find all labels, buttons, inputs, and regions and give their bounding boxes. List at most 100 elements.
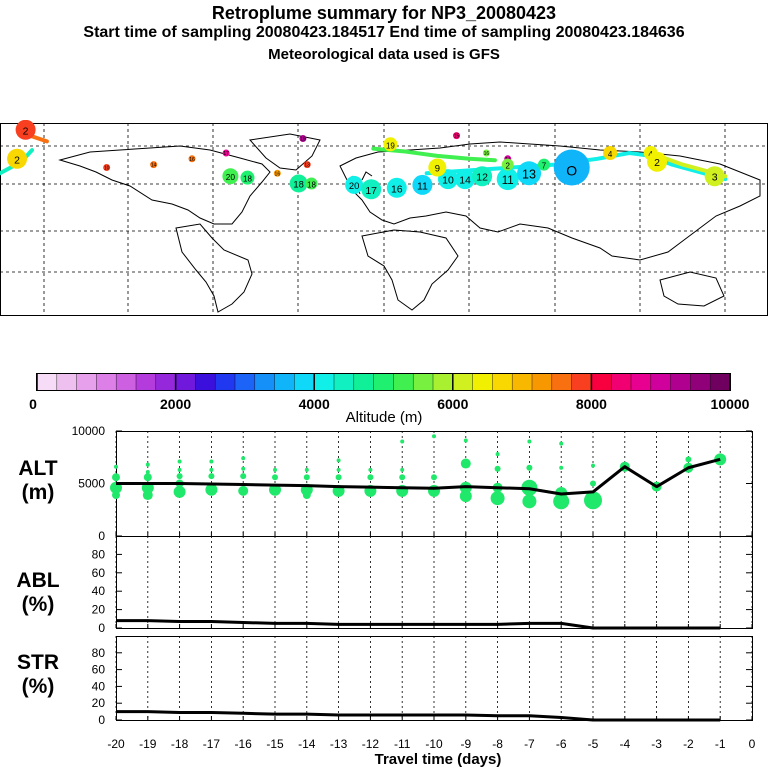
colorbar-cell [274, 374, 295, 390]
colorbar-cell [571, 374, 592, 390]
small-marker-label: 16 [484, 151, 490, 157]
colorbar-cell [690, 374, 711, 390]
colorbar-cell [215, 374, 236, 390]
small-trajectory-marker [273, 169, 281, 177]
x-tick-label: -7 [524, 737, 535, 751]
colorbar-cell [532, 374, 553, 390]
alt-distribution-point [584, 491, 602, 510]
abl-y-tick-label: 0 [98, 621, 105, 635]
alt-distribution-point [238, 485, 249, 496]
colorbar-cell [56, 374, 78, 390]
trajectory-marker-label: 20 [226, 172, 236, 182]
x-axis-label: Travel time (days) [375, 751, 502, 768]
alt-panel-label: ALT [18, 457, 57, 480]
colorbar-cell [254, 374, 276, 390]
trajectory-marker-label: 18 [307, 180, 316, 189]
colorbar-cell [650, 374, 672, 390]
trajectory-marker [603, 146, 618, 160]
alt-distribution-point [368, 467, 373, 472]
alt-panel-unit: (m) [22, 481, 55, 504]
abl-panel-label: ABL [16, 569, 59, 592]
small-trajectory-marker [482, 149, 490, 157]
x-tick-label: -15 [266, 737, 284, 751]
trajectory-marker-label: 7 [542, 162, 547, 171]
trajectory-marker-label: 12 [476, 172, 488, 184]
alt-distribution-point [145, 462, 150, 467]
colorbar-cell [136, 374, 157, 390]
alt-distribution-point [177, 459, 182, 464]
str-panel-unit: (%) [22, 675, 55, 698]
trajectory-marker [305, 177, 318, 190]
small-trajectory-marker [188, 155, 196, 163]
x-tick-label: -12 [362, 737, 380, 751]
alt-distribution-point [269, 483, 281, 496]
alt-distribution-point [241, 466, 246, 471]
colorbar-cell [37, 374, 58, 390]
alt-distribution-point [303, 474, 310, 481]
trajectory-track-line [371, 146, 497, 163]
small-marker-label: 16 [275, 171, 281, 177]
x-tick-label: -2 [683, 737, 694, 751]
trajectory-marker [222, 168, 239, 185]
alt-distribution-point [176, 473, 183, 480]
colorbar-tick-label: 8000 [576, 396, 607, 412]
trajectory-marker-label: 9 [435, 164, 440, 175]
trajectory-marker-label: 11 [417, 180, 428, 192]
alt-y-tick-label: 5000 [78, 477, 105, 491]
trajectory-marker-label: 14 [459, 175, 471, 187]
alt-distribution-point [399, 474, 406, 481]
colorbar-cell [611, 374, 632, 390]
x-tick-label: -20 [107, 737, 125, 751]
trajectory-marker [537, 158, 550, 171]
x-tick-label: -14 [298, 737, 316, 751]
alt-distribution-point [495, 452, 500, 457]
x-tick-label: -19 [139, 737, 157, 751]
colorbar-cell [96, 374, 117, 390]
small-trajectory-marker [299, 135, 307, 142]
x-tick-label: -10 [425, 737, 443, 751]
alt-distribution-point [559, 441, 564, 446]
abl-series-line [116, 619, 721, 630]
colorbar-tick-label: 10000 [711, 396, 750, 412]
colorbar-cell [116, 374, 137, 390]
alt-distribution-point [272, 474, 278, 481]
abl-y-tick-label: 20 [92, 603, 106, 617]
x-tick-label: -11 [394, 737, 411, 751]
x-tick-label: -1 [715, 737, 726, 751]
alt-distribution-point [494, 465, 501, 472]
trajectory-marker-label: 4 [608, 150, 613, 159]
abl-panel-unit: (%) [22, 593, 55, 616]
x-tick-label: -13 [330, 737, 348, 751]
trajectory-marker [472, 166, 493, 187]
alt-distribution-point [143, 473, 152, 482]
alt-distribution-point [400, 467, 405, 472]
alt-distribution-point [302, 491, 311, 500]
alt-distribution-point [590, 480, 596, 487]
colorbar-tick-label: 0 [29, 396, 37, 412]
colorbar-cell [235, 374, 256, 390]
str-y-tick-label: 20 [92, 696, 106, 710]
alt-distribution-point [335, 474, 342, 481]
str-panel-frame [116, 636, 753, 721]
small-trajectory-marker [303, 161, 311, 169]
alt-distribution-point [145, 469, 150, 474]
alt-distribution-point [208, 473, 215, 480]
small-trajectory-marker [103, 164, 111, 171]
alt-distribution-point [591, 463, 595, 468]
trajectory-marker-label: 17 [365, 185, 377, 197]
colorbar-cell [393, 374, 414, 390]
alt-distribution-point [336, 467, 341, 472]
trajectory-markers: 1014161719161316141520181818201716111014… [7, 120, 725, 200]
colorbar-cell [710, 374, 731, 390]
alt-distribution-point [209, 467, 214, 472]
alt-distribution-point [431, 474, 437, 481]
time-series-panels: ALT (m) ABL (%) STR (%) 10000 5000 0 80 60 40… [16, 424, 755, 768]
small-marker-label: 10 [104, 166, 110, 172]
trajectory-marker [517, 161, 542, 186]
trajectory-marker [345, 175, 364, 194]
colorbar-cell [294, 374, 315, 390]
alt-distribution-point [432, 434, 436, 439]
trajectory-marker-label: 18 [243, 175, 252, 184]
colorbar-cell [551, 374, 573, 390]
trajectory-marker-label: 13 [522, 168, 536, 182]
